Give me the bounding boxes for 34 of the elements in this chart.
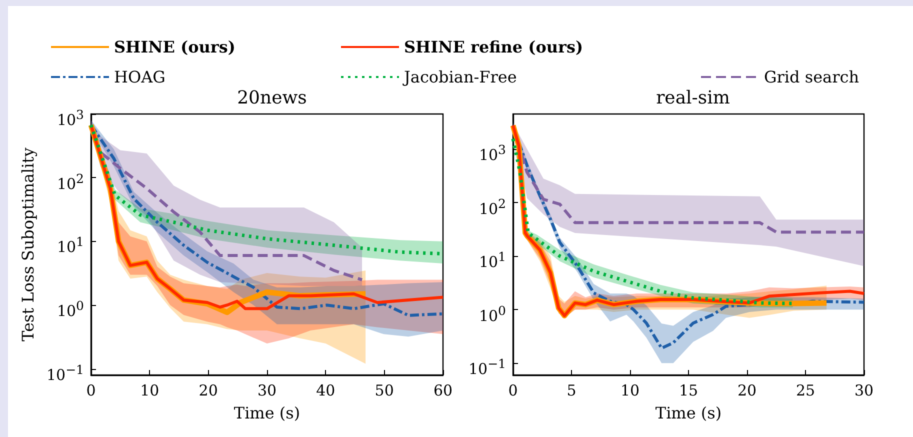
legend-label: Jacobian-Free <box>402 68 517 86</box>
x-tick-label: 25 <box>796 382 816 400</box>
x-tick-label: 20 <box>198 382 218 400</box>
x-tick-label: 30 <box>257 382 277 400</box>
x-tick-label: 10 <box>140 382 160 400</box>
chart-title: real-sim <box>656 88 730 108</box>
y-tick-label: 10$^{3}$ <box>478 142 506 164</box>
y-tick-label: 10$^{0}$ <box>56 298 84 320</box>
y-tick-label: 10$^{−1}$ <box>468 356 506 378</box>
x-tick-label: 30 <box>854 382 874 400</box>
x-tick-label: 5 <box>566 382 576 400</box>
y-tick-label: 10$^{2}$ <box>478 196 506 218</box>
y-tick-label: 10$^{2}$ <box>56 170 84 193</box>
x-tick-label: 10 <box>620 382 640 400</box>
y-tick-label: 10$^{1}$ <box>478 249 506 272</box>
x-axis-title: Time (s) <box>234 404 300 422</box>
legend-label: SHINE refine (ours) <box>404 38 584 56</box>
y-tick-label: 10$^{3}$ <box>56 107 84 129</box>
legend-label: HOAG <box>114 68 166 86</box>
x-tick-label: 0 <box>86 382 96 400</box>
x-tick-label: 60 <box>433 382 453 400</box>
y-tick-label: 10$^{−1}$ <box>46 362 84 384</box>
y-tick-label: 10$^{1}$ <box>56 234 84 256</box>
x-tick-label: 20 <box>737 382 757 400</box>
x-tick-label: 0 <box>508 382 518 400</box>
legend-label: SHINE (ours) <box>114 38 236 56</box>
x-axis-title: Time (s) <box>655 404 722 422</box>
y-tick-label: 10$^{0}$ <box>478 302 506 325</box>
chart-title: 20news <box>237 88 307 108</box>
x-tick-label: 40 <box>316 382 336 400</box>
x-tick-label: 50 <box>374 382 394 400</box>
legend-label: Grid search <box>764 68 860 86</box>
x-tick-label: 15 <box>678 382 698 400</box>
y-axis-title: Test Loss Suboptimality <box>18 148 38 342</box>
